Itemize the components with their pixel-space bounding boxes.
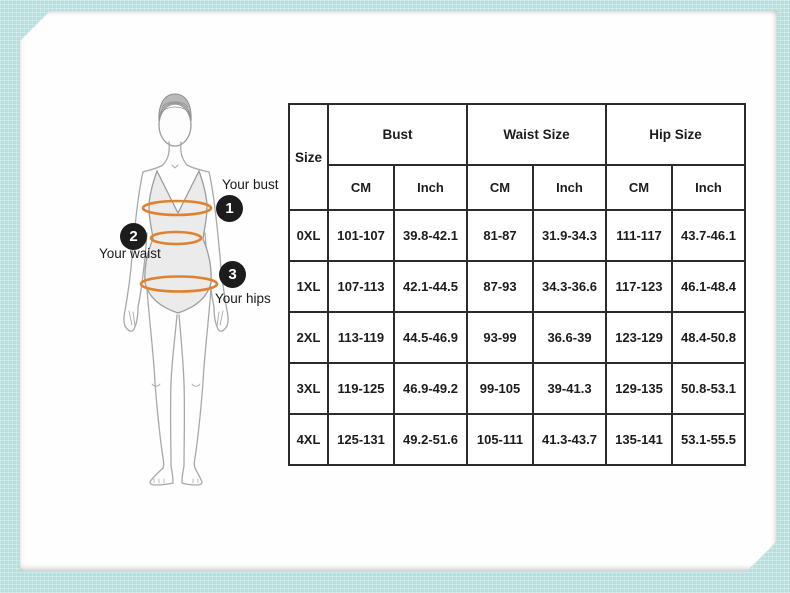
measurement-cell: 111-117 [606, 210, 672, 261]
measurement-cell: 123-129 [606, 312, 672, 363]
figure-hair [159, 94, 191, 121]
figure-legs [147, 289, 211, 485]
hips-marker-icon: 3 [219, 261, 246, 288]
measurement-cell: 129-135 [606, 363, 672, 414]
measurement-cell: 44.5-46.9 [394, 312, 467, 363]
waist-measure-line [151, 232, 201, 244]
measurement-cell: 39.8-42.1 [394, 210, 467, 261]
measurement-cell: 39-41.3 [533, 363, 606, 414]
measurement-cell: 31.9-34.3 [533, 210, 606, 261]
unit-header: CM [606, 165, 672, 210]
measurement-cell: 125-131 [328, 414, 394, 465]
size-column-header: Size [289, 104, 328, 210]
measurement-cell: 46.9-49.2 [394, 363, 467, 414]
waist-label: Your waist [99, 246, 161, 261]
measurement-cell: 119-125 [328, 363, 394, 414]
figure-head [159, 104, 191, 146]
measurement-cell: 87-93 [467, 261, 533, 312]
table-row-3xl: 3XL 119-125 46.9-49.2 99-105 39-41.3 129… [289, 363, 745, 414]
measurement-cell: 42.1-44.5 [394, 261, 467, 312]
hip-measure-line [141, 277, 217, 292]
size-row-label: 3XL [289, 363, 328, 414]
waist-marker-icon: 2 [120, 223, 147, 250]
group-header-hip: Hip Size [606, 104, 745, 165]
bust-marker-icon: 1 [216, 195, 243, 222]
measurement-cell: 43.7-46.1 [672, 210, 745, 261]
measurement-cell: 113-119 [328, 312, 394, 363]
table-row-4xl: 4XL 125-131 49.2-51.6 105-111 41.3-43.7 … [289, 414, 745, 465]
bust-measure-line [143, 201, 211, 215]
measurement-cell: 107-113 [328, 261, 394, 312]
bust-label: Your bust [222, 177, 279, 192]
measurement-cell: 50.8-53.1 [672, 363, 745, 414]
measurement-cell: 117-123 [606, 261, 672, 312]
unit-header: CM [328, 165, 394, 210]
figure-neck [143, 142, 209, 172]
size-row-label: 0XL [289, 210, 328, 261]
body-figure-illustration [105, 93, 255, 493]
size-row-label: 1XL [289, 261, 328, 312]
measurement-cell: 41.3-43.7 [533, 414, 606, 465]
measurement-cell: 34.3-36.6 [533, 261, 606, 312]
measurement-cell: 48.4-50.8 [672, 312, 745, 363]
measurement-cell: 135-141 [606, 414, 672, 465]
measurement-cell: 99-105 [467, 363, 533, 414]
measurement-cell: 46.1-48.4 [672, 261, 745, 312]
measurement-cell: 105-111 [467, 414, 533, 465]
figure-arms [124, 172, 228, 331]
table-row-2xl: 2XL 113-119 44.5-46.9 93-99 36.6-39 123-… [289, 312, 745, 363]
unit-header: Inch [394, 165, 467, 210]
unit-header: Inch [533, 165, 606, 210]
group-header-waist: Waist Size [467, 104, 606, 165]
measurement-cell: 101-107 [328, 210, 394, 261]
measurement-cell: 49.2-51.6 [394, 414, 467, 465]
measurement-cell: 81-87 [467, 210, 533, 261]
unit-header-row: CM Inch CM Inch CM Inch [289, 165, 745, 210]
table-row-0xl: 0XL 101-107 39.8-42.1 81-87 31.9-34.3 11… [289, 210, 745, 261]
unit-header: Inch [672, 165, 745, 210]
size-row-label: 2XL [289, 312, 328, 363]
hips-label: Your hips [215, 291, 271, 306]
group-header-row: Size Bust Waist Size Hip Size [289, 104, 745, 165]
measurement-cell: 36.6-39 [533, 312, 606, 363]
size-guide-card: Your bust 1 2 Your waist 3 Your hips Siz… [20, 11, 777, 571]
group-header-bust: Bust [328, 104, 467, 165]
unit-header: CM [467, 165, 533, 210]
table-row-1xl: 1XL 107-113 42.1-44.5 87-93 34.3-36.6 11… [289, 261, 745, 312]
size-row-label: 4XL [289, 414, 328, 465]
measurement-cell: 53.1-55.5 [672, 414, 745, 465]
size-chart-table: Size Bust Waist Size Hip Size CM Inch CM… [288, 103, 746, 466]
measurement-cell: 93-99 [467, 312, 533, 363]
